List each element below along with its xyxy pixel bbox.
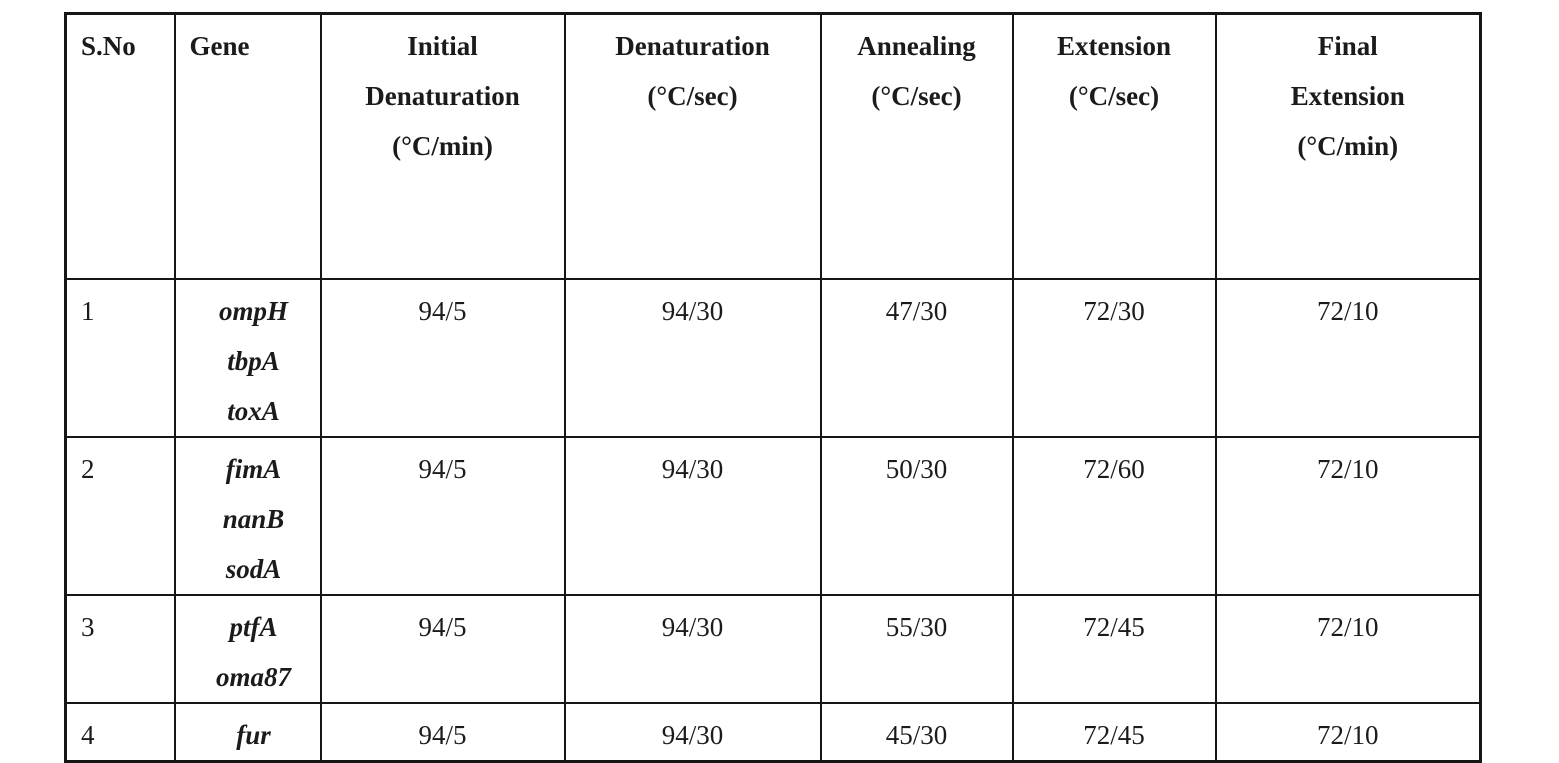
cell-final-extension: 72/10: [1214, 277, 1482, 438]
cell-sno: 1: [64, 277, 176, 438]
cell-genes: ptfA oma87: [173, 593, 322, 704]
cell-annealing: 45/30: [819, 701, 1014, 762]
pcr-conditions-table: S.No Gene Initial Denaturation (°C/min) …: [64, 12, 1482, 763]
cell-genes: fur: [173, 701, 322, 762]
column-header-annealing: Annealing (°C/sec): [819, 12, 1014, 280]
cell-denaturation: 94/30: [563, 701, 822, 762]
cell-annealing: 50/30: [819, 435, 1014, 596]
cell-extension: 72/30: [1011, 277, 1217, 438]
cell-denaturation: 94/30: [563, 277, 822, 438]
cell-initial-denaturation: 94/5: [319, 701, 566, 762]
table-row: 4 fur 94/5 94/30 45/30 72/45 72/10: [64, 701, 1482, 762]
table-row: 3 ptfA oma87 94/5 94/30 55/30 72/45 72/1…: [64, 593, 1482, 704]
cell-final-extension: 72/10: [1214, 701, 1482, 762]
cell-sno: 4: [64, 701, 176, 762]
header-row: S.No Gene Initial Denaturation (°C/min) …: [64, 12, 1482, 280]
cell-annealing: 47/30: [819, 277, 1014, 438]
cell-annealing: 55/30: [819, 593, 1014, 704]
cell-initial-denaturation: 94/5: [319, 277, 566, 438]
column-header-gene: Gene: [173, 12, 322, 280]
cell-initial-denaturation: 94/5: [319, 593, 566, 704]
column-header-extension: Extension (°C/sec): [1011, 12, 1217, 280]
cell-sno: 2: [64, 435, 176, 596]
cell-initial-denaturation: 94/5: [319, 435, 566, 596]
cell-final-extension: 72/10: [1214, 593, 1482, 704]
column-header-final-extension: Final Extension (°C/min): [1214, 12, 1482, 280]
column-header-denaturation: Denaturation (°C/sec): [563, 12, 822, 280]
cell-denaturation: 94/30: [563, 593, 822, 704]
table-row: 2 fimA nanB sodA 94/5 94/30 50/30 72/60 …: [64, 435, 1482, 596]
cell-final-extension: 72/10: [1214, 435, 1482, 596]
cell-extension: 72/45: [1011, 593, 1217, 704]
cell-extension: 72/60: [1011, 435, 1217, 596]
cell-sno: 3: [64, 593, 176, 704]
column-header-sno: S.No: [64, 12, 176, 280]
table-row: 1 ompH tbpA toxA 94/5 94/30 47/30 72/30 …: [64, 277, 1482, 438]
cell-genes: fimA nanB sodA: [173, 435, 322, 596]
cell-extension: 72/45: [1011, 701, 1217, 762]
cell-denaturation: 94/30: [563, 435, 822, 596]
column-header-initial-denaturation: Initial Denaturation (°C/min): [319, 12, 566, 280]
cell-genes: ompH tbpA toxA: [173, 277, 322, 438]
